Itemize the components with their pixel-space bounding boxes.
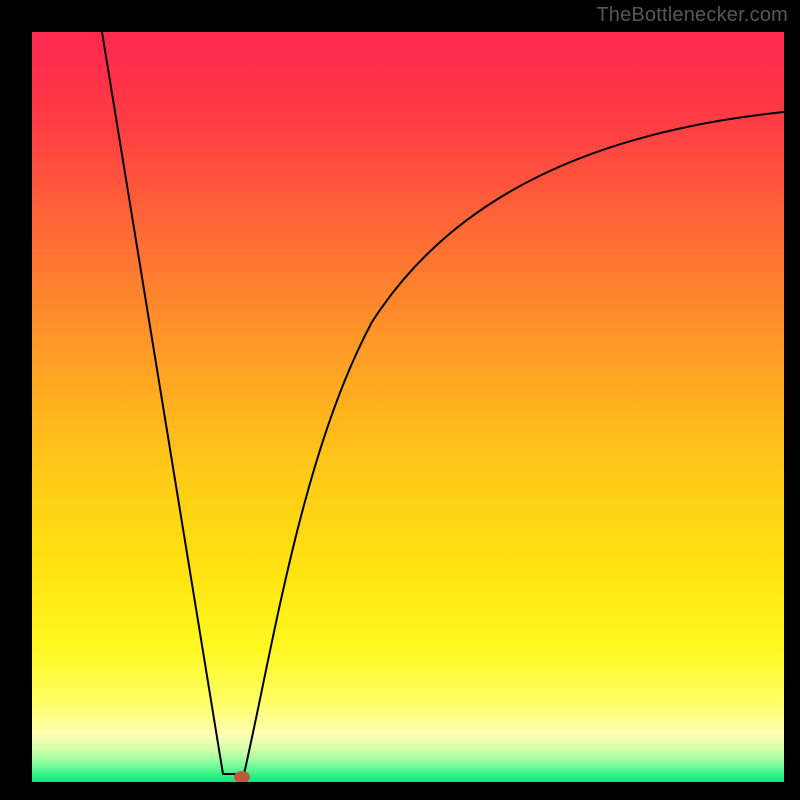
- plot-svg: [32, 32, 784, 782]
- watermark-text: TheBottlenecker.com: [596, 4, 788, 27]
- chart-container: TheBottlenecker.com: [0, 0, 800, 800]
- gradient-background: [32, 32, 784, 782]
